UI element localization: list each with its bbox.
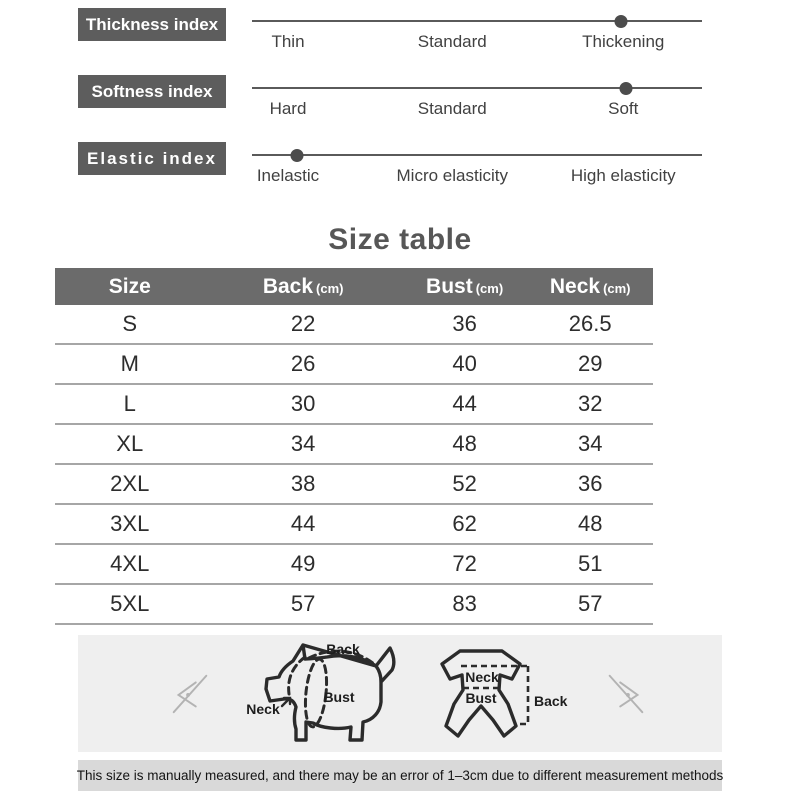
column-header-back-unit: (cm) xyxy=(316,280,344,296)
cell-back: 38 xyxy=(290,471,316,496)
dog-measurement-diagram-icon: Back Neck Bust xyxy=(246,641,396,742)
cell-size: M xyxy=(120,351,139,376)
elastic-index-dot-icon xyxy=(290,149,304,162)
chevron-left-icon xyxy=(172,674,208,714)
table-row: 4XL 49 72 51 xyxy=(55,545,653,585)
softness-index-chip: Softness index xyxy=(78,75,226,108)
softness-index-track xyxy=(252,87,702,89)
cell-neck: 34 xyxy=(577,431,603,456)
cell-back: 49 xyxy=(290,551,316,576)
dog-neck-arrow xyxy=(280,696,292,708)
elastic-index-row: Elastic index Inelastic Micro elasticity… xyxy=(0,142,800,204)
table-row: 5XL 57 83 57 xyxy=(55,585,653,625)
elastic-index-chip: Elastic index xyxy=(78,142,226,175)
table-row: 3XL 44 62 48 xyxy=(55,505,653,545)
cell-size: 3XL xyxy=(110,511,150,536)
cell-bust: 44 xyxy=(452,391,477,416)
cell-neck: 48 xyxy=(577,511,603,536)
softness-option-standard: Standard xyxy=(417,99,487,118)
cell-back: 30 xyxy=(290,391,316,416)
cell-size: L xyxy=(123,391,136,416)
column-header-bust-label: Bust xyxy=(426,274,473,298)
column-header-neck-label: Neck xyxy=(549,274,601,298)
cell-size: S xyxy=(122,311,138,336)
garment-neck-label: Neck xyxy=(465,669,499,685)
dog-outline xyxy=(264,643,396,742)
cell-bust: 52 xyxy=(452,471,477,496)
cell-bust: 83 xyxy=(452,591,477,616)
cell-back: 22 xyxy=(290,311,316,336)
thickness-index-dot-icon xyxy=(614,15,628,28)
cell-neck: 29 xyxy=(577,351,603,376)
size-table-body: S 22 36 26.5 M 26 40 29 L 30 44 32 XL 34 48 34 2XL 38 52 36… xyxy=(55,305,653,625)
dog-neck-measure-line xyxy=(287,655,307,696)
column-header-back: Back (cm) xyxy=(205,275,402,299)
softness-index-row: Softness index Hard Standard Soft xyxy=(0,75,800,137)
table-row: M 26 40 29 xyxy=(55,345,653,385)
column-header-neck-unit: (cm) xyxy=(603,280,631,296)
column-header-back-label: Back xyxy=(262,274,314,298)
column-header-bust: Bust (cm) xyxy=(402,275,528,299)
garment-measurement-diagram-icon: Neck Bust Back xyxy=(440,649,568,738)
table-row: L 30 44 32 xyxy=(55,385,653,425)
dog-back-label: Back xyxy=(326,641,360,657)
dog-bust-label: Bust xyxy=(323,689,354,705)
thickness-index-row: Thickness index Thin Standard Thickening xyxy=(0,8,800,70)
table-row: XL 34 48 34 xyxy=(55,425,653,465)
cell-back: 44 xyxy=(290,511,316,536)
size-table-title: Size table xyxy=(328,223,472,256)
garment-back-label: Back xyxy=(534,693,568,709)
thickness-index-slider: Thin Standard Thickening xyxy=(252,8,702,68)
table-row: S 22 36 26.5 xyxy=(55,305,653,345)
size-table-header: Size Back (cm) Bust (cm) Neck (cm) xyxy=(55,268,653,305)
cell-neck: 36 xyxy=(577,471,603,496)
elastic-option-inelastic: Inelastic xyxy=(256,166,320,185)
cell-back: 57 xyxy=(290,591,316,616)
thickness-index-chip: Thickness index xyxy=(78,8,226,41)
column-header-neck: Neck (cm) xyxy=(527,275,653,299)
cell-bust: 62 xyxy=(452,511,477,536)
cell-bust: 40 xyxy=(452,351,477,376)
softness-index-slider: Hard Standard Soft xyxy=(252,75,702,135)
cell-back: 34 xyxy=(290,431,316,456)
cell-neck: 51 xyxy=(577,551,603,576)
cell-bust: 48 xyxy=(452,431,477,456)
elastic-option-high-elasticity: High elasticity xyxy=(570,166,676,185)
cell-bust: 36 xyxy=(452,311,477,336)
chevron-right-icon xyxy=(608,674,644,714)
measurement-disclaimer: This size is manually measured, and ther… xyxy=(77,760,723,791)
cell-size: 5XL xyxy=(110,591,150,616)
cell-size: 2XL xyxy=(110,471,150,496)
thickness-option-thickening: Thickening xyxy=(582,32,665,51)
dog-back-measure-line xyxy=(307,649,376,666)
cell-size: 4XL xyxy=(110,551,150,576)
cell-size: XL xyxy=(116,431,144,456)
thickness-index-track xyxy=(252,20,702,22)
column-header-bust-unit: (cm) xyxy=(475,280,504,296)
column-header-size-label: Size xyxy=(108,274,151,298)
cell-neck: 57 xyxy=(577,591,603,616)
table-row: 2XL 38 52 36 xyxy=(55,465,653,505)
cell-neck: 32 xyxy=(577,391,603,416)
size-table: Size Back (cm) Bust (cm) Neck (cm) S 22 36 26.… xyxy=(55,268,653,625)
softness-option-soft: Soft xyxy=(608,99,639,118)
garment-bust-label: Bust xyxy=(465,690,496,706)
elastic-option-micro: Micro elasticity xyxy=(396,166,508,185)
dog-bust-measure-line xyxy=(303,657,329,729)
garment-outline xyxy=(440,649,522,738)
elastic-index-track xyxy=(252,154,702,156)
softness-index-dot-icon xyxy=(619,82,632,95)
cell-bust: 72 xyxy=(452,551,477,576)
softness-option-hard: Hard xyxy=(269,99,307,118)
cell-back: 26 xyxy=(290,351,316,376)
dog-neck-label: Neck xyxy=(246,701,280,717)
thickness-option-standard: Standard xyxy=(417,32,487,51)
cell-neck: 26.5 xyxy=(568,311,612,336)
elastic-index-slider: Inelastic Micro elasticity High elastici… xyxy=(252,142,702,202)
column-header-size: Size xyxy=(55,275,205,299)
measurement-diagram-panel: Back Neck Bust Neck Bust Back xyxy=(78,635,722,752)
thickness-option-thin: Thin xyxy=(271,32,305,51)
